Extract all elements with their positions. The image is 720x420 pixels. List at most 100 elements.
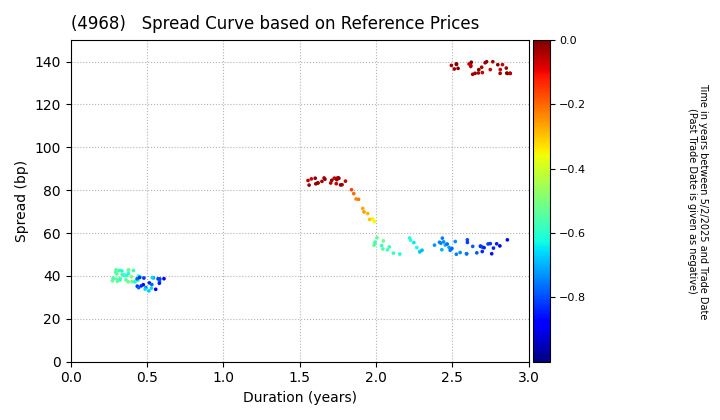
Point [461, 250, 472, 257]
Point [500, 65, 512, 71]
Point [138, 275, 150, 281]
Point [502, 70, 513, 77]
Point [114, 267, 126, 274]
Point [125, 273, 137, 280]
Y-axis label: Time in years between 5/2/2025 and Trade Date
(Past Trade Date is given as negat: Time in years between 5/2/2025 and Trade… [687, 83, 708, 319]
Point [428, 242, 440, 249]
Point [114, 277, 125, 284]
Point [433, 239, 445, 246]
Point [340, 178, 351, 184]
Point [369, 242, 380, 249]
Point [449, 66, 460, 72]
Point [463, 60, 474, 67]
Point [372, 234, 383, 241]
Point [328, 175, 340, 181]
Point [369, 239, 381, 245]
Point [487, 58, 498, 65]
Point [130, 278, 141, 284]
Point [462, 236, 473, 243]
Point [462, 239, 473, 246]
Point [387, 250, 399, 257]
Point [120, 272, 132, 279]
Point [473, 66, 485, 73]
Point [476, 64, 487, 71]
Point [408, 239, 420, 246]
Point [467, 243, 479, 250]
Point [414, 248, 426, 255]
Point [449, 238, 461, 245]
Point [145, 285, 157, 291]
Point [438, 239, 449, 245]
Point [112, 268, 123, 274]
Point [154, 276, 166, 282]
Point [335, 181, 346, 188]
Point [495, 66, 506, 73]
Point [310, 175, 321, 181]
Point [351, 196, 362, 202]
Point [465, 62, 477, 69]
Point [451, 251, 462, 257]
Point [148, 275, 159, 281]
Point [111, 270, 122, 277]
Point [140, 284, 152, 291]
Point [133, 284, 145, 291]
Point [138, 281, 149, 288]
Point [369, 218, 380, 225]
Point [416, 247, 428, 254]
Point [108, 275, 120, 282]
Point [502, 236, 513, 243]
Point [377, 238, 389, 244]
Point [348, 190, 359, 197]
Point [414, 249, 426, 255]
Point [135, 283, 147, 289]
Point [494, 242, 505, 249]
Point [310, 181, 322, 187]
Point [451, 61, 462, 68]
Point [132, 273, 144, 279]
Point [122, 270, 134, 277]
Point [446, 62, 457, 69]
Point [446, 245, 458, 252]
Point [332, 175, 343, 181]
Point [469, 70, 481, 77]
Point [439, 241, 451, 248]
Point [333, 175, 345, 182]
Point [330, 180, 342, 187]
Point [131, 276, 143, 282]
Point [305, 176, 317, 182]
Point [319, 176, 330, 183]
Point [384, 244, 395, 250]
Point [461, 250, 472, 257]
Point [303, 182, 315, 189]
Point [486, 250, 498, 257]
Point [326, 177, 338, 184]
Point [126, 278, 138, 285]
Point [132, 277, 144, 284]
Point [495, 70, 506, 77]
Point [153, 276, 164, 282]
Point [325, 180, 336, 186]
Point [150, 286, 161, 293]
Point [111, 276, 122, 282]
Point [382, 247, 393, 253]
Point [478, 244, 490, 251]
Point [436, 247, 448, 253]
Point [116, 268, 127, 274]
Point [353, 196, 364, 203]
Point [134, 274, 145, 281]
Point [123, 267, 135, 273]
Point [140, 286, 151, 292]
Point [501, 70, 513, 76]
Point [487, 245, 499, 252]
Point [404, 235, 415, 242]
Point [467, 71, 479, 78]
Point [158, 276, 170, 282]
Point [411, 244, 423, 251]
Point [471, 249, 482, 256]
Point [451, 60, 462, 67]
Point [146, 281, 158, 288]
Point [107, 278, 118, 284]
Point [122, 278, 134, 285]
Point [110, 269, 122, 276]
Point [119, 271, 130, 278]
